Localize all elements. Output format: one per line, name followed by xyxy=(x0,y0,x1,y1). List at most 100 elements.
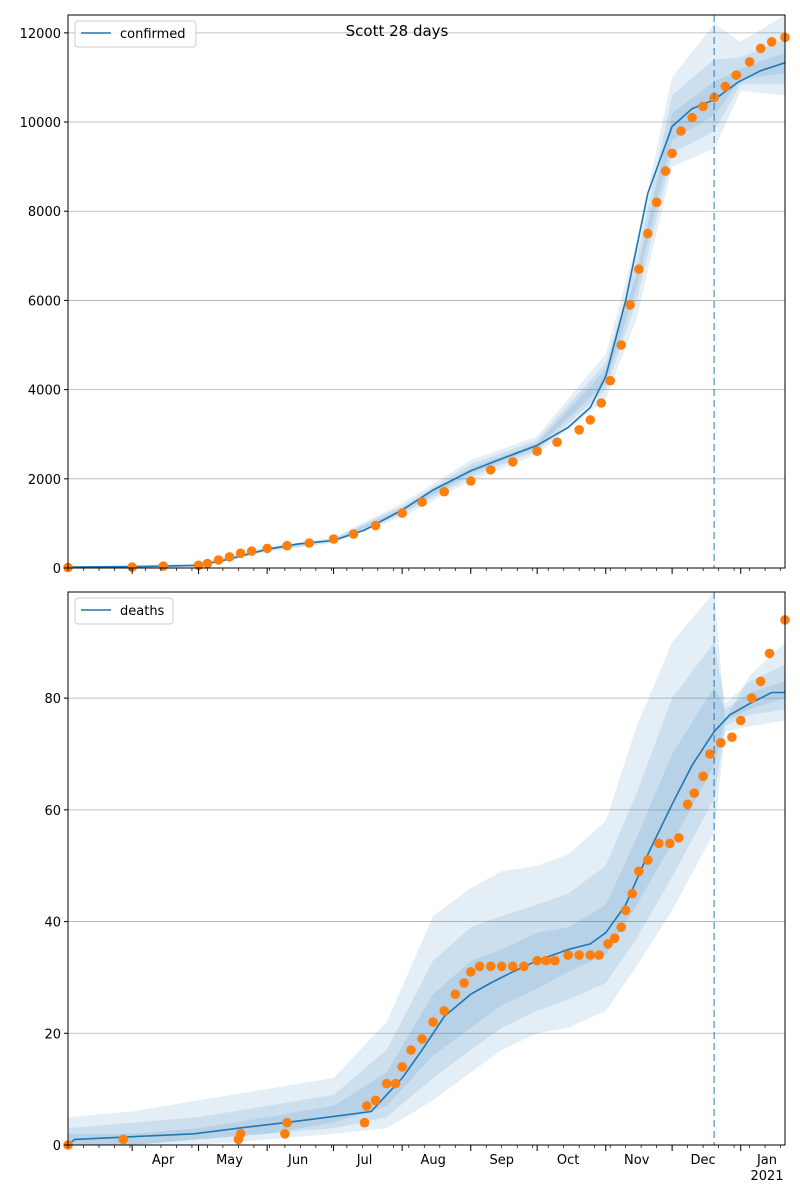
observed-point xyxy=(397,508,408,518)
y-tick-label: 80 xyxy=(44,692,61,707)
y-tick-label: 12000 xyxy=(20,27,61,42)
x-tick-label: Jul xyxy=(356,1153,373,1168)
confirmed-legend-box xyxy=(74,20,197,48)
observed-point xyxy=(328,534,339,544)
deaths-legend-box xyxy=(74,597,174,625)
observed-point xyxy=(594,950,604,960)
observed-point xyxy=(519,961,529,972)
observed-point xyxy=(698,771,708,782)
observed-point xyxy=(397,1062,408,1072)
deaths-y-ticks: 0 20 40 60 80 xyxy=(44,692,68,1154)
observed-point xyxy=(485,465,496,475)
observed-point xyxy=(381,1078,392,1089)
uncertainty-band xyxy=(68,15,785,568)
observed-point xyxy=(202,558,213,569)
observed-point xyxy=(634,264,644,275)
x-tick-label: May xyxy=(216,1153,243,1168)
observed-point xyxy=(625,300,635,310)
observed-point xyxy=(603,939,613,949)
observed-point xyxy=(574,425,584,435)
x-tick-label: Apr xyxy=(152,1153,175,1168)
observed-point xyxy=(158,561,168,571)
observed-point xyxy=(280,1129,290,1139)
chart-title: Scott 28 days xyxy=(346,22,449,40)
observed-point xyxy=(764,648,775,659)
observed-point xyxy=(698,101,708,112)
observed-point xyxy=(705,749,715,759)
observed-point xyxy=(574,950,584,960)
observed-point xyxy=(616,922,626,932)
observed-point xyxy=(213,555,224,565)
deaths-legend: deaths xyxy=(74,597,174,625)
y-tick-label: 40 xyxy=(44,916,61,931)
observed-point xyxy=(417,497,427,507)
observed-point xyxy=(766,37,777,47)
uncertainty-band xyxy=(68,39,785,568)
observed-point xyxy=(651,197,662,208)
y-tick-label: 0 xyxy=(53,1139,61,1154)
x-tick-label: Jan xyxy=(756,1153,777,1168)
deaths-panel: 0 20 40 60 80 Apr May Jun Jul Aug Sep Oct Nov Dec Jan… xyxy=(44,591,790,1184)
deaths-gridlines xyxy=(68,697,785,1034)
observed-point xyxy=(466,476,476,486)
observed-point xyxy=(390,1078,401,1089)
x-tick-year-label: 2021 xyxy=(750,1169,783,1184)
observed-point xyxy=(727,732,737,742)
observed-point xyxy=(541,955,551,966)
observed-point xyxy=(744,57,755,67)
observed-point xyxy=(605,375,615,386)
observed-point xyxy=(667,148,677,159)
x-tick-label: Sep xyxy=(489,1153,514,1168)
deaths-legend-label: deaths xyxy=(120,604,165,619)
observed-point xyxy=(118,1134,129,1145)
x-tick-label: Oct xyxy=(557,1153,579,1168)
confirmed-uncertainty-bands xyxy=(68,15,785,568)
observed-point xyxy=(532,446,542,457)
observed-point xyxy=(665,838,675,849)
observed-point xyxy=(643,855,653,865)
observed-point xyxy=(643,228,653,239)
observed-point xyxy=(720,81,731,92)
observed-point xyxy=(496,961,507,972)
observed-point xyxy=(674,833,684,843)
uncertainty-band xyxy=(68,52,785,568)
x-tick-label: Dec xyxy=(691,1153,716,1168)
observed-point xyxy=(406,1045,416,1055)
observed-point xyxy=(682,799,693,810)
observed-point xyxy=(627,888,638,899)
y-tick-label: 10000 xyxy=(20,116,61,131)
observed-point xyxy=(485,961,496,972)
observed-point xyxy=(282,1117,292,1128)
y-tick-label: 60 xyxy=(44,804,61,819)
confirmed-gridlines xyxy=(68,32,785,480)
deaths-plot-area xyxy=(68,592,785,1145)
observed-point xyxy=(224,552,235,562)
observed-point xyxy=(563,950,573,960)
observed-point xyxy=(716,738,726,748)
observed-point xyxy=(439,1006,450,1016)
observed-point xyxy=(282,540,292,551)
confirmed-axes-frame xyxy=(67,14,786,569)
observed-point xyxy=(370,1095,381,1106)
observed-point xyxy=(676,126,686,136)
observed-point xyxy=(359,1117,370,1128)
confirmed-y-ticks: 0 2000 4000 6000 8000 10000 12000 xyxy=(20,27,68,577)
observed-point xyxy=(362,1101,372,1111)
uncertainty-band xyxy=(68,592,785,1145)
observed-point xyxy=(417,1034,427,1044)
y-tick-label: 8000 xyxy=(28,205,61,220)
observed-point xyxy=(466,967,476,977)
observed-point xyxy=(616,340,626,350)
y-tick-label: 0 xyxy=(53,562,61,577)
observed-point xyxy=(634,866,644,877)
uncertainty-band xyxy=(68,681,785,1145)
observed-point xyxy=(585,950,596,960)
observed-point xyxy=(474,961,485,972)
x-tick-label: Aug xyxy=(420,1153,445,1168)
confirmed-plot-area xyxy=(68,15,785,568)
observed-point xyxy=(687,112,697,123)
observed-point xyxy=(450,989,461,999)
observed-point xyxy=(731,70,742,80)
